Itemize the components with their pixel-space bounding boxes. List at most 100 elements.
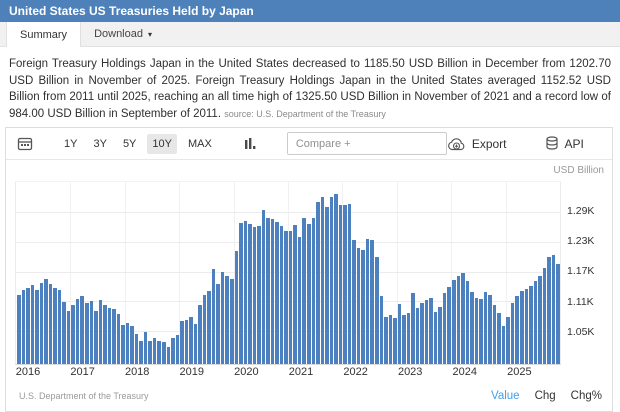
bar[interactable]: [148, 341, 152, 364]
bar[interactable]: [547, 257, 551, 364]
bar[interactable]: [293, 224, 297, 364]
bar[interactable]: [415, 307, 420, 364]
bar[interactable]: [492, 305, 497, 364]
bar[interactable]: [302, 218, 306, 364]
bar[interactable]: [556, 263, 560, 364]
bar[interactable]: [239, 222, 243, 364]
bar[interactable]: [297, 236, 302, 364]
bar[interactable]: [234, 250, 239, 364]
bar[interactable]: [284, 231, 288, 364]
range-10y-button[interactable]: 10Y: [147, 133, 177, 154]
bar[interactable]: [162, 342, 166, 364]
bar[interactable]: [452, 279, 456, 364]
bar[interactable]: [121, 325, 125, 364]
bar[interactable]: [325, 207, 329, 364]
bar[interactable]: [538, 276, 542, 364]
bar[interactable]: [393, 318, 397, 364]
bar[interactable]: [447, 287, 451, 364]
footer-link-chgpct[interactable]: Chg%: [570, 390, 602, 402]
bar[interactable]: [171, 338, 175, 364]
kebab-menu-icon[interactable]: ⋮: [614, 137, 620, 151]
bar[interactable]: [130, 326, 134, 364]
bar[interactable]: [501, 326, 506, 364]
tab-download[interactable]: Download ▾: [81, 22, 165, 46]
range-5y-button[interactable]: 5Y: [122, 137, 137, 150]
bar[interactable]: [134, 334, 139, 364]
bar[interactable]: [279, 226, 284, 364]
bar-chart-icon[interactable]: [243, 137, 257, 151]
bar[interactable]: [384, 317, 388, 364]
bar[interactable]: [211, 269, 216, 364]
bar[interactable]: [44, 279, 48, 364]
bar[interactable]: [175, 335, 180, 364]
bar[interactable]: [365, 238, 370, 364]
bar[interactable]: [143, 331, 148, 364]
bar[interactable]: [411, 292, 415, 364]
bar[interactable]: [316, 201, 320, 364]
bar[interactable]: [420, 303, 424, 364]
bar[interactable]: [270, 218, 275, 364]
bar[interactable]: [248, 223, 252, 364]
export-button[interactable]: Export: [447, 137, 507, 151]
calendar-icon[interactable]: [17, 136, 33, 151]
bar[interactable]: [252, 226, 257, 364]
bar[interactable]: [103, 305, 107, 364]
bar[interactable]: [21, 290, 26, 364]
bar[interactable]: [62, 302, 66, 364]
bar[interactable]: [107, 308, 112, 364]
footer-link-value[interactable]: Value: [491, 390, 520, 402]
bar[interactable]: [98, 299, 103, 364]
bar[interactable]: [94, 310, 98, 364]
bar[interactable]: [510, 303, 515, 364]
bar[interactable]: [329, 196, 334, 364]
footer-link-chg[interactable]: Chg: [534, 390, 556, 402]
tab-summary[interactable]: Summary: [6, 22, 82, 47]
bar[interactable]: [370, 239, 374, 364]
bar[interactable]: [202, 294, 207, 364]
bar[interactable]: [397, 304, 402, 364]
bar[interactable]: [515, 295, 519, 364]
bar[interactable]: [542, 267, 547, 364]
bar[interactable]: [180, 321, 184, 364]
bar[interactable]: [198, 305, 202, 364]
bar[interactable]: [75, 298, 80, 364]
bar[interactable]: [356, 247, 361, 364]
bar[interactable]: [30, 284, 35, 364]
bar[interactable]: [533, 280, 538, 364]
bar[interactable]: [71, 304, 75, 364]
bar[interactable]: [26, 287, 30, 364]
bar[interactable]: [166, 346, 171, 364]
bar[interactable]: [424, 300, 429, 364]
bar[interactable]: [438, 307, 442, 364]
bar[interactable]: [189, 317, 193, 364]
bar[interactable]: [343, 205, 347, 364]
compare-input[interactable]: [286, 132, 447, 155]
bar[interactable]: [334, 194, 338, 364]
bar[interactable]: [379, 296, 384, 364]
bar[interactable]: [338, 204, 343, 364]
bar[interactable]: [307, 223, 311, 364]
bar[interactable]: [433, 312, 438, 364]
bar[interactable]: [266, 217, 270, 364]
bar[interactable]: [483, 291, 488, 364]
bar[interactable]: [157, 341, 161, 364]
bar[interactable]: [243, 220, 248, 364]
bar[interactable]: [529, 285, 533, 364]
bar[interactable]: [374, 256, 379, 364]
bar[interactable]: [193, 324, 198, 364]
bar[interactable]: [53, 287, 57, 364]
bar[interactable]: [84, 302, 89, 364]
bar[interactable]: [112, 309, 116, 364]
bar[interactable]: [39, 282, 44, 364]
bar[interactable]: [48, 284, 53, 364]
bar[interactable]: [497, 312, 501, 364]
bar[interactable]: [89, 300, 94, 364]
bar[interactable]: [257, 226, 261, 364]
bar[interactable]: [388, 314, 393, 364]
bar[interactable]: [229, 279, 234, 364]
bar[interactable]: [225, 276, 229, 364]
bar[interactable]: [506, 316, 510, 364]
bar[interactable]: [216, 283, 220, 364]
bar[interactable]: [66, 310, 71, 364]
bar[interactable]: [479, 298, 483, 364]
